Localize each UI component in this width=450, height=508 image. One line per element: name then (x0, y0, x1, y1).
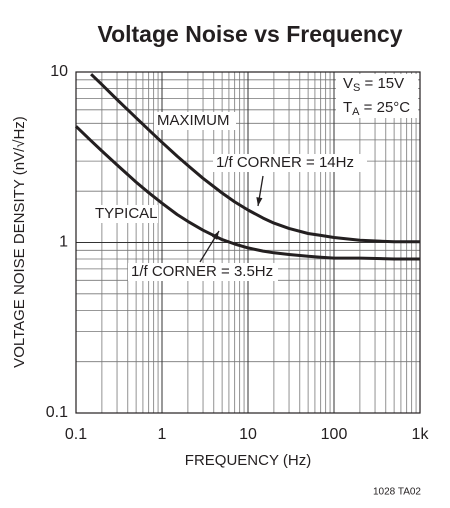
condition-symbol: T (343, 99, 352, 116)
y-tick-label: 10 (50, 63, 68, 80)
series-line (90, 73, 420, 244)
condition-subscript: A (352, 106, 360, 118)
annotation: 1/f CORNER = 3.5Hz (131, 263, 273, 280)
series-line (74, 125, 420, 261)
y-axis-label: VOLTAGE NOISE DENSITY (nV/√Hz) (11, 116, 28, 368)
x-tick-label: 100 (321, 426, 348, 443)
condition: TA = 25°C (343, 99, 410, 118)
x-tick-label: 1k (412, 426, 430, 443)
y-tick-label: 0.1 (46, 404, 68, 421)
condition-subscript: S (353, 82, 360, 94)
x-axis-label: FREQUENCY (Hz) (185, 452, 311, 469)
label-background (92, 205, 158, 223)
condition-symbol: V (343, 75, 353, 92)
condition: VS = 15V (343, 75, 404, 94)
arrow-head (211, 231, 219, 240)
annotation: 1/f CORNER = 14Hz (216, 154, 354, 171)
condition-value: = 25°C (360, 99, 411, 116)
series-label: TYPICAL (95, 205, 158, 222)
x-tick-label: 1 (158, 426, 167, 443)
label-background (213, 154, 367, 172)
footnote: 1028 TA02 (373, 487, 421, 498)
y-tick-label: 1 (59, 234, 68, 251)
x-tick-label: 0.1 (65, 426, 87, 443)
condition-value: = 15V (360, 75, 404, 92)
chart-title: Voltage Noise vs Frequency (97, 21, 402, 47)
label-background (154, 112, 236, 130)
label-background (128, 263, 278, 281)
arrow-head (256, 197, 263, 206)
conditions-background (336, 74, 418, 118)
x-tick-label: 10 (239, 426, 257, 443)
series-label: MAXIMUM (157, 112, 230, 129)
